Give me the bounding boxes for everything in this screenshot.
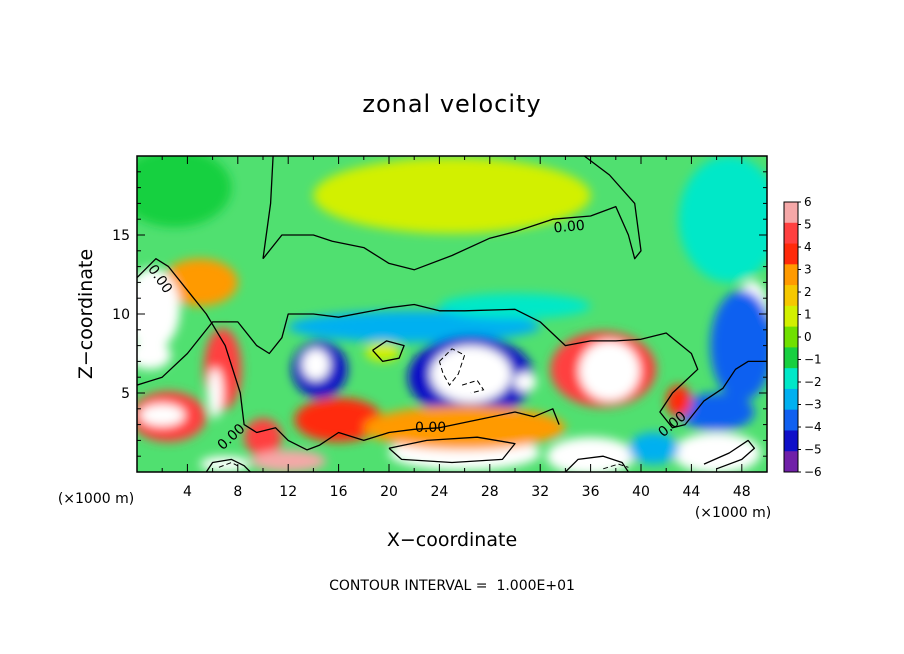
x-tick-label: 32	[531, 484, 549, 500]
colorbar-tick-label: −6	[804, 465, 822, 479]
contour-line	[564, 455, 629, 472]
colorbar-tick-label: 0	[804, 330, 812, 344]
contour-line	[137, 258, 560, 451]
field-region	[302, 348, 330, 381]
contour-line	[137, 303, 767, 429]
colorbar-swatch	[784, 326, 798, 348]
field-region	[338, 163, 440, 212]
colorbar-swatch	[784, 430, 798, 452]
field-region	[244, 418, 282, 457]
x-tick-label: 20	[380, 484, 398, 500]
colorbar-tick-label: 2	[804, 285, 812, 299]
color-field-blobs	[137, 156, 767, 472]
colorbar-tick-label: −2	[804, 375, 822, 389]
x-tick-label: 4	[183, 484, 192, 500]
colorbar-swatch	[784, 451, 798, 473]
field-region	[137, 156, 232, 228]
field-region	[678, 156, 767, 283]
color-field	[137, 156, 767, 472]
colorbar-tick-label: 1	[804, 308, 812, 322]
x-axis-unit: (×1000 m)	[695, 505, 771, 521]
x-tick-label: 24	[430, 484, 448, 500]
field-region	[365, 342, 401, 362]
contour-line	[703, 439, 756, 470]
field-region	[207, 367, 223, 419]
field-region	[288, 310, 541, 343]
colorbar-tick-label: −4	[804, 420, 822, 434]
field-region	[579, 340, 640, 401]
x-axis-label: X−coordinate	[387, 529, 517, 551]
contour-line-dashed	[438, 348, 466, 386]
x-tick-label: 48	[733, 484, 751, 500]
field-region	[250, 449, 326, 472]
colorbar-tick-label: −5	[804, 443, 822, 457]
contour-line	[262, 156, 274, 259]
y-axis-ticks: 5 10 15	[112, 171, 767, 457]
field-region	[137, 340, 172, 370]
y-axis-label: Z−coordinate	[75, 249, 97, 379]
x-tick-label: 36	[582, 484, 600, 500]
x-tick-label: 28	[481, 484, 499, 500]
field-region	[678, 393, 755, 431]
y-tick-label: 5	[121, 386, 130, 402]
field-region	[139, 404, 185, 427]
contour-line	[372, 340, 405, 363]
x-axis-ticks: 4 8 12 16 20 24 28 32 36 40 44 48	[161, 156, 751, 500]
colorbar-swatch	[784, 243, 798, 265]
colorbar-tick-label: −1	[804, 353, 822, 367]
x-tick-label: 40	[632, 484, 650, 500]
field-region	[294, 397, 383, 442]
x-tick-label: 12	[279, 484, 297, 500]
colorbar-swatch	[784, 264, 798, 286]
colorbar: 6 5 4 3 2 1 0 −1 −2 −3 −4 −5 −6	[783, 195, 822, 479]
contour-label: 0.00	[553, 218, 585, 237]
field-region	[439, 293, 591, 319]
contour-interval-note: CONTOUR INTERVAL = 1.000E+01	[329, 578, 575, 594]
field-region	[546, 437, 635, 472]
contour-line	[262, 156, 642, 271]
field-region	[162, 258, 238, 307]
y-tick-label: 15	[112, 228, 130, 244]
x-tick-label: 44	[682, 484, 700, 500]
field-region	[672, 432, 761, 472]
field-region	[137, 268, 180, 351]
field-region	[430, 345, 512, 403]
colorbar-swatch	[784, 305, 798, 328]
colorbar-tick-label: 5	[804, 218, 812, 232]
colorbar-tick-label: −3	[804, 398, 822, 412]
plot-area: 0.000.000.00 0.00 0.00	[136, 155, 768, 473]
colorbar-swatch	[784, 409, 798, 431]
contour-line-dashed	[461, 379, 485, 394]
y-tick-label: 10	[112, 307, 130, 323]
field-region	[363, 405, 566, 450]
field-region	[513, 372, 537, 392]
contour-line	[388, 436, 516, 464]
colorbar-swatch	[784, 285, 798, 307]
contour-label: 0.00	[415, 420, 446, 436]
field-region	[628, 432, 679, 465]
colorbar-swatch	[784, 368, 798, 390]
y-axis-unit: (×1000 m)	[58, 491, 134, 507]
x-tick-label: 16	[330, 484, 348, 500]
colorbar-tick-label: 6	[804, 195, 812, 209]
x-tick-label: 8	[233, 484, 242, 500]
colorbar-swatch	[784, 222, 798, 245]
colorbar-swatch	[784, 202, 798, 224]
colorbar-tick-label: 3	[804, 263, 812, 277]
chart-title: zonal velocity	[362, 90, 541, 118]
field-region	[710, 290, 767, 401]
colorbar-swatch	[784, 347, 798, 369]
colorbar-tick-label: 4	[804, 240, 812, 254]
contour-line	[205, 458, 251, 472]
colorbar-swatch	[784, 388, 798, 411]
